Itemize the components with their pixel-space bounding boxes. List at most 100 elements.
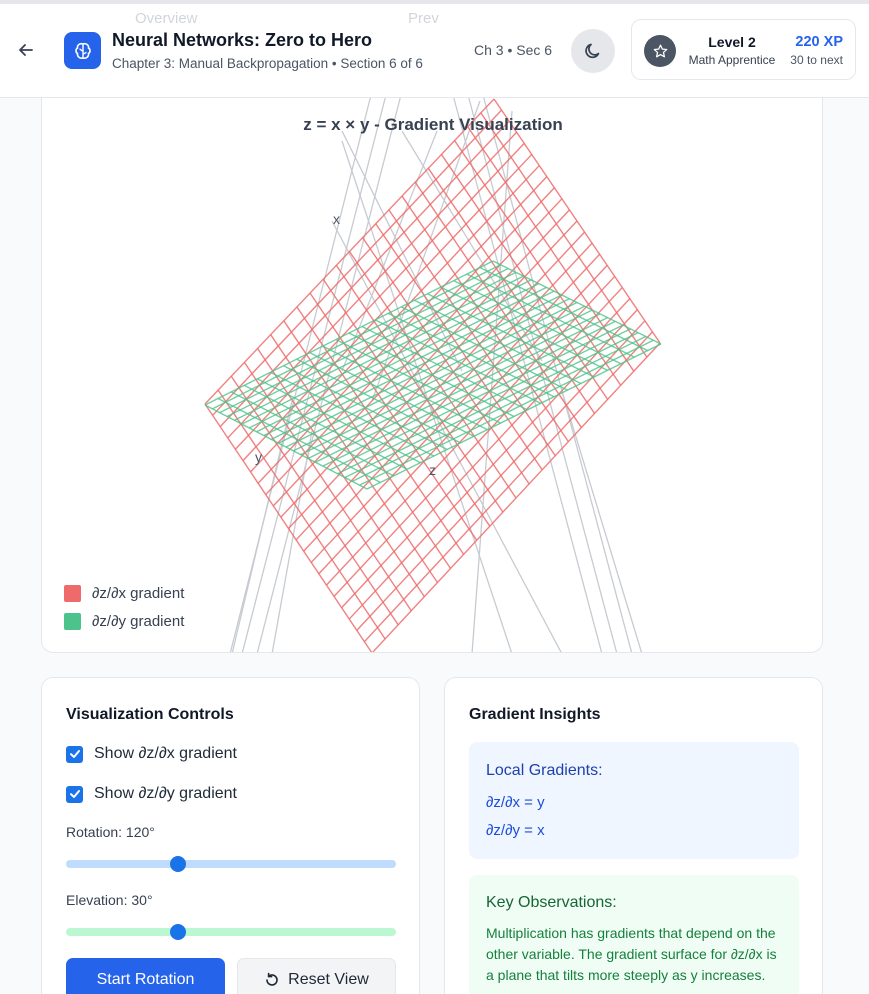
checkmark-icon <box>69 750 80 758</box>
ghost-label: Prev <box>408 10 439 27</box>
dark-mode-toggle[interactable] <box>571 29 615 73</box>
dy-grid-line <box>322 345 488 431</box>
xp-value: 220 XP <box>795 34 843 50</box>
visualization-title: z = x × y - Gradient Visualization <box>303 115 563 134</box>
wireframe-line <box>271 430 313 652</box>
wireframe-line <box>241 90 388 652</box>
breadcrumb: Chapter 3: Manual Backpropagation • Sect… <box>112 56 423 71</box>
dy-grid-line <box>293 305 585 452</box>
dy-grid-line <box>337 328 631 475</box>
dy-grid-line <box>296 358 461 444</box>
rotation-slider[interactable] <box>66 856 396 872</box>
reset-view-button[interactable]: Reset View <box>237 958 396 994</box>
dx-grid-line <box>217 389 386 640</box>
dy-grid-line <box>270 371 435 457</box>
legend-label: ∂z/∂y gradient <box>92 613 185 630</box>
key-observations-title: Key Observations: <box>486 894 617 911</box>
elevation-label: Elevation: 30° <box>66 892 153 908</box>
axis-label-z: z <box>429 462 436 478</box>
dy-grid-line <box>204 404 368 490</box>
dy-grid-line <box>300 309 593 456</box>
dx-grid-line <box>363 331 653 643</box>
top-scroll-strip <box>0 0 869 4</box>
visualization-controls-card: Visualization Controls Show ∂z/∂x gradie… <box>41 677 420 994</box>
dy-grid-line <box>283 365 448 451</box>
dx-grid-line <box>204 403 373 652</box>
controls-title: Visualization Controls <box>66 706 234 723</box>
wireframe-line <box>341 140 513 652</box>
gradient-3d-plot[interactable]: x y z <box>42 71 823 653</box>
star-icon <box>653 43 667 57</box>
wireframe-line <box>401 130 543 362</box>
level-rank: Math Apprentice <box>688 53 776 67</box>
checkbox-label: Show ∂z/∂x gradient <box>94 745 237 762</box>
legend-label: ∂z/∂x gradient <box>92 585 185 602</box>
dy-gradient-surface <box>204 260 662 490</box>
dy-grid-line <box>335 338 501 424</box>
local-gradients-title: Local Gradients: <box>486 762 603 779</box>
dy-grid-line <box>243 384 408 470</box>
dy-grid-line <box>348 332 515 418</box>
rotation-slider-thumb[interactable] <box>170 856 187 872</box>
key-observations-box: Key Observations: Multiplication has gra… <box>469 875 799 994</box>
formula-dy: ∂z/∂y = x <box>486 822 545 839</box>
ghost-label: Overview <box>135 10 198 27</box>
wireframe-line <box>341 130 463 372</box>
checkmark-icon <box>69 790 80 798</box>
brain-icon <box>74 42 91 59</box>
dy-grid-line <box>322 320 616 467</box>
dy-grid-line <box>344 332 639 479</box>
key-observations-text: Multiplication has gradients that depend… <box>486 925 777 983</box>
dy-grid-line <box>329 324 624 471</box>
button-label: Start Rotation <box>96 971 195 988</box>
dx-grid-line <box>230 375 399 626</box>
moon-icon <box>585 43 600 59</box>
local-gradients-box: Local Gradients: ∂z/∂x = y ∂z/∂y = x <box>469 742 799 859</box>
start-rotation-button[interactable]: Start Rotation <box>66 958 225 994</box>
elevation-slider-thumb[interactable] <box>170 924 187 940</box>
legend-swatch <box>64 585 81 602</box>
legend-item-dy: ∂z/∂y gradient <box>64 613 184 630</box>
xp-to-next: 30 to next <box>790 53 843 67</box>
dy-grid-line <box>217 397 381 484</box>
checkbox-checked[interactable] <box>66 745 83 763</box>
dy-grid-line <box>351 335 647 482</box>
axis-label-x: x <box>333 211 340 227</box>
app-logo <box>64 32 101 69</box>
gradient-insights-card: Gradient Insights Local Gradients: ∂z/∂x… <box>444 677 823 994</box>
dy-grid-line <box>359 339 654 486</box>
wireframe-line <box>561 390 643 652</box>
insights-title: Gradient Insights <box>469 706 601 723</box>
elevation-slider[interactable] <box>66 924 396 940</box>
legend-swatch <box>64 613 81 630</box>
show-dx-checkbox[interactable]: Show ∂z/∂x gradient <box>66 745 237 763</box>
arrow-left-icon <box>19 44 33 56</box>
dx-grid-line <box>243 362 412 612</box>
level-badge <box>644 35 676 67</box>
back-button[interactable] <box>12 36 40 64</box>
formula-dx: ∂z/∂x = y <box>486 794 545 811</box>
top-bar: Overview Prev Neural Networks: Zero to H… <box>0 0 869 98</box>
dy-grid-line <box>309 352 475 437</box>
axis-label-y: y <box>255 449 262 465</box>
wireframe-line <box>231 400 293 652</box>
visualization-card: z = x × y - Gradient Visualization x y z… <box>41 70 823 653</box>
checkbox-label: Show ∂z/∂y gradient <box>94 785 237 802</box>
show-dy-checkbox[interactable]: Show ∂z/∂y gradient <box>66 785 237 803</box>
dy-grid-line <box>230 391 395 477</box>
button-label: Reset View <box>288 971 369 988</box>
dx-grid-line <box>371 342 661 652</box>
dy-grid-line <box>315 316 608 463</box>
dy-grid-line <box>307 313 601 460</box>
checkbox-checked[interactable] <box>66 785 83 803</box>
rotation-label: Rotation: 120° <box>66 824 155 840</box>
level-card: Level 2 Math Apprentice 220 XP 30 to nex… <box>631 19 856 80</box>
dx-gradient-surface <box>204 98 661 652</box>
dy-grid-line <box>257 378 421 464</box>
level-name: Level 2 <box>708 34 756 50</box>
dy-grid-line <box>366 343 662 490</box>
legend-item-dx: ∂z/∂x gradient <box>64 585 184 602</box>
dx-grid-line <box>356 320 646 631</box>
dx-grid-line <box>333 287 623 597</box>
chapter-section-indicator: Ch 3 • Sec 6 <box>474 42 553 58</box>
